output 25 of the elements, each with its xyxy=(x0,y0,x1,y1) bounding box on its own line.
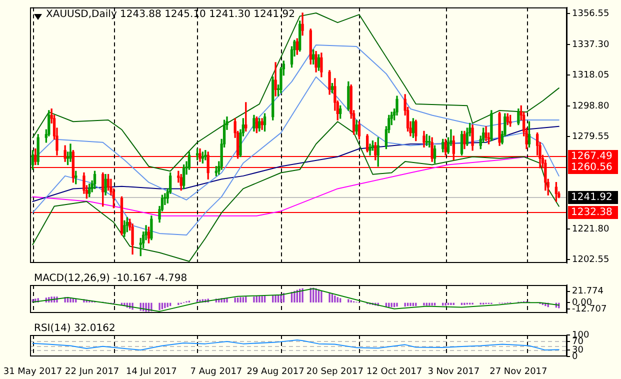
x-tick-label: 12 Oct 2017 xyxy=(366,367,422,378)
x-tick-label: 7 Aug 2017 xyxy=(190,367,242,378)
x-tick-label: 3 Nov 2017 xyxy=(428,367,480,378)
x-tick-label: 20 Sep 2017 xyxy=(306,367,364,378)
chart-title: MACD(12,26,9) -10.167 -4.798 xyxy=(34,273,188,285)
y-tick-label: 1279.55 xyxy=(572,132,610,142)
ref-line-label: 1241.92 xyxy=(571,192,612,204)
ref-line-label: 1267.49 xyxy=(571,151,612,162)
y-tick-label: 1298.80 xyxy=(572,101,610,112)
x-tick-label: 14 Jul 2017 xyxy=(126,367,177,378)
x-tick-label: 31 May 2017 xyxy=(3,367,62,378)
y-tick-label: 21.774 xyxy=(572,286,604,297)
ref-line-label: 1260.56 xyxy=(571,162,612,174)
y-tick-label: 0 xyxy=(572,352,578,362)
chart-title: XAUUSD,Daily 1243.88 1245.10 1241.30 1241.92 xyxy=(46,9,295,22)
y-tick-label: 1318.05 xyxy=(572,70,610,81)
y-tick-label: 1202.55 xyxy=(572,255,610,266)
chart-title: RSI(14) 32.0162 xyxy=(34,323,116,335)
x-tick-label: 27 Nov 2017 xyxy=(490,367,548,378)
x-tick-label: 22 Jun 2017 xyxy=(64,367,120,378)
y-tick-label: 1356.55 xyxy=(572,9,610,20)
y-tick-label: 1221.80 xyxy=(572,224,610,234)
ref-line-label: 1232.38 xyxy=(571,207,612,218)
y-tick-label: 1337.30 xyxy=(572,40,610,50)
x-tick-label: 29 Aug 2017 xyxy=(246,367,304,378)
